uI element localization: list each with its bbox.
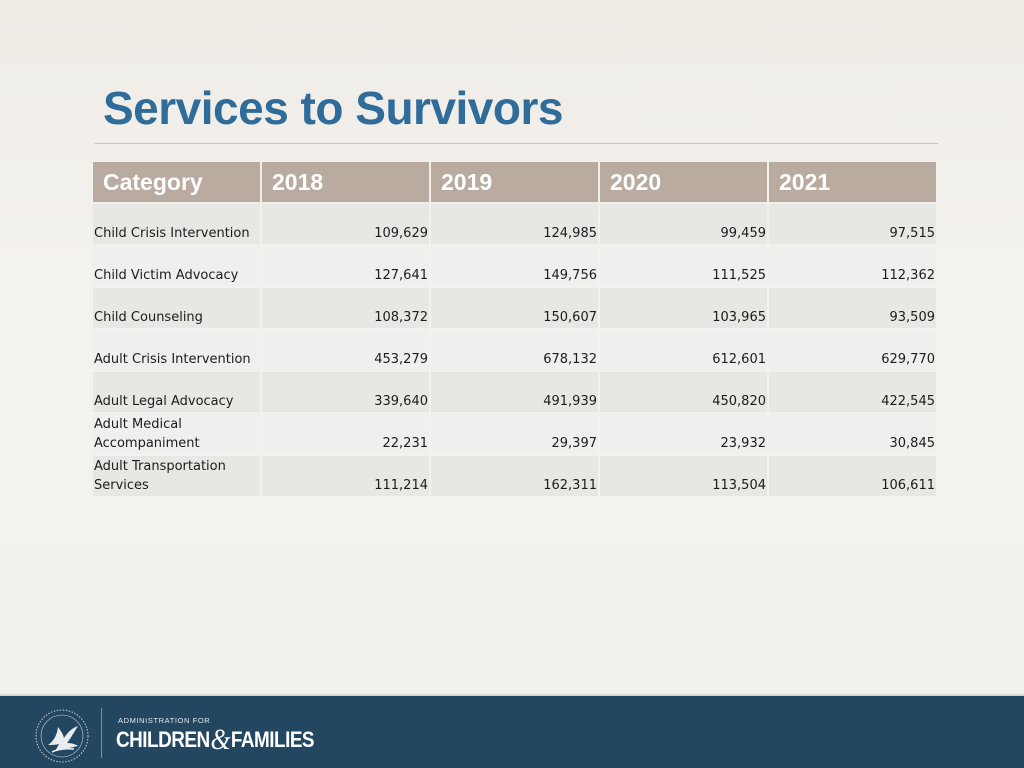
value-cell: 97,515 (769, 204, 936, 244)
table-row: Adult Transportation Services 111,214 16… (93, 456, 936, 496)
value-cell: 22,231 (262, 414, 429, 454)
value-cell: 150,607 (431, 288, 598, 328)
value-cell: 111,525 (600, 246, 767, 286)
value-cell: 109,629 (262, 204, 429, 244)
footer-divider (101, 708, 102, 758)
table-row: Child Crisis Intervention 109,629 124,98… (93, 204, 936, 244)
value-cell: 108,372 (262, 288, 429, 328)
category-cell: Child Crisis Intervention (93, 204, 260, 244)
table-row: Child Victim Advocacy 127,641 149,756 11… (93, 246, 936, 286)
category-cell: Adult Transportation Services (93, 456, 260, 496)
category-cell: Adult Legal Advocacy (93, 372, 260, 412)
value-cell: 23,932 (600, 414, 767, 454)
services-table: Category 2018 2019 2020 2021 Child Crisi… (91, 160, 938, 498)
value-cell: 103,965 (600, 288, 767, 328)
value-cell: 491,939 (431, 372, 598, 412)
column-header: 2019 (431, 162, 598, 202)
table-row: Adult Crisis Intervention 453,279 678,13… (93, 330, 936, 370)
value-cell: 339,640 (262, 372, 429, 412)
value-cell: 629,770 (769, 330, 936, 370)
value-cell: 124,985 (431, 204, 598, 244)
value-cell: 111,214 (262, 456, 429, 496)
category-cell: Child Counseling (93, 288, 260, 328)
value-cell: 453,279 (262, 330, 429, 370)
value-cell: 162,311 (431, 456, 598, 496)
table-row: Adult Legal Advocacy 339,640 491,939 450… (93, 372, 936, 412)
value-cell: 29,397 (431, 414, 598, 454)
value-cell: 612,601 (600, 330, 767, 370)
value-cell: 99,459 (600, 204, 767, 244)
value-cell: 149,756 (431, 246, 598, 286)
value-cell: 112,362 (769, 246, 936, 286)
agency-ampersand: & (210, 723, 231, 756)
value-cell: 127,641 (262, 246, 429, 286)
hhs-eagle-seal-icon (35, 709, 89, 763)
value-cell: 93,509 (769, 288, 936, 328)
column-header: Category (93, 162, 260, 202)
value-cell: 422,545 (769, 372, 936, 412)
column-header: 2021 (769, 162, 936, 202)
table-row: Adult Medical Accompaniment 22,231 29,39… (93, 414, 936, 454)
category-cell: Child Victim Advocacy (93, 246, 260, 286)
value-cell: 450,820 (600, 372, 767, 412)
footer-bar (0, 696, 1024, 768)
column-header: 2018 (262, 162, 429, 202)
category-cell: Adult Medical Accompaniment (93, 414, 260, 454)
value-cell: 113,504 (600, 456, 767, 496)
value-cell: 30,845 (769, 414, 936, 454)
table-row: Child Counseling 108,372 150,607 103,965… (93, 288, 936, 328)
category-cell: Adult Crisis Intervention (93, 330, 260, 370)
agency-word-children: CHILDREN (116, 727, 210, 752)
value-cell: 106,611 (769, 456, 936, 496)
column-header: 2020 (600, 162, 767, 202)
title-divider (95, 143, 938, 144)
slide-title: Services to Survivors (103, 82, 563, 134)
value-cell: 678,132 (431, 330, 598, 370)
agency-word-families: FAMILIES (230, 727, 315, 752)
agency-name-small: ADMINISTRATION FOR (118, 716, 211, 725)
agency-logo: CHILDREN&FAMILIES (116, 723, 315, 756)
footer-top-edge (0, 694, 1024, 697)
table-header-row: Category 2018 2019 2020 2021 (93, 162, 936, 202)
